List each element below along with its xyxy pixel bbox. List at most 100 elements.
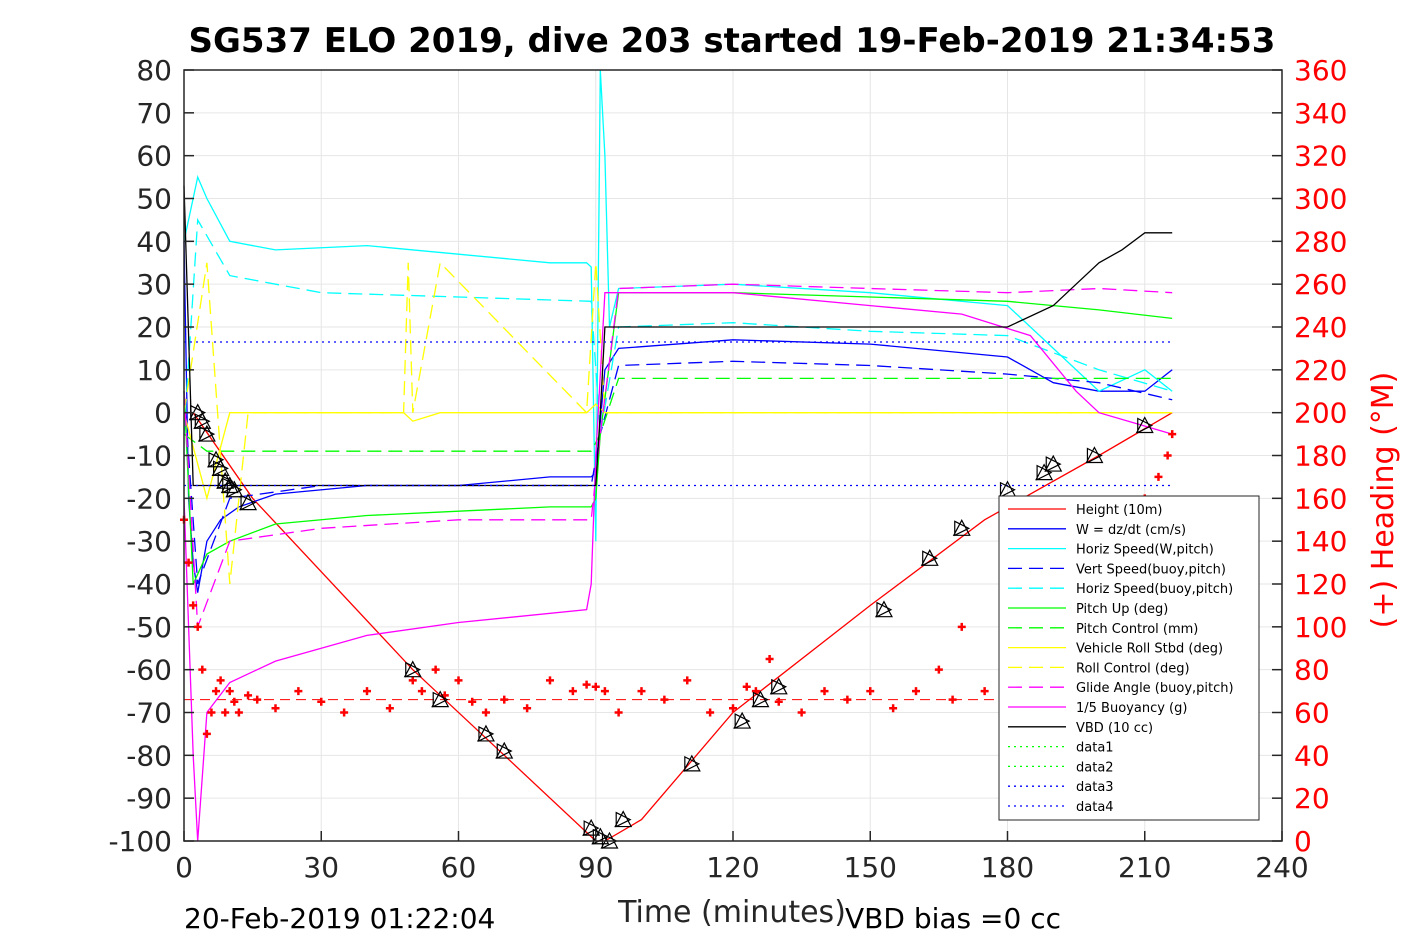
y2-tick-label: 100	[1294, 611, 1347, 644]
y2-tick-label: 300	[1294, 183, 1347, 216]
y2-tick-label: 320	[1294, 140, 1347, 173]
heading-point	[230, 697, 239, 706]
heading-point	[797, 708, 806, 717]
y-tick-label: -100	[108, 825, 172, 858]
triangle-marker	[216, 471, 235, 490]
triangle-marker	[769, 677, 788, 695]
series-line-pitch-control-mm	[183, 377, 1173, 452]
y-tick-label: -10	[126, 440, 172, 473]
y2-tick-label: 260	[1294, 268, 1347, 301]
heading-point	[189, 601, 198, 610]
x-tick-label: 0	[175, 851, 193, 884]
heading-point	[198, 665, 207, 674]
heading-point	[500, 695, 509, 704]
triangle-marker	[1135, 416, 1154, 434]
heading-point	[568, 687, 577, 696]
y-tick-label: 0	[154, 397, 172, 430]
y-tick-label: 30	[136, 268, 172, 301]
y-tick-label: 70	[136, 97, 172, 130]
heading-point	[193, 622, 202, 631]
heading-point	[244, 691, 253, 700]
y2-tick-label: 360	[1294, 54, 1347, 87]
y-tick-label: 40	[136, 225, 172, 258]
x-axis-label: Time (minutes)	[617, 895, 846, 930]
series-line-glide-angle-buoy-pitch	[183, 283, 1173, 628]
footer-timestamp: 20-Feb-2019 01:22:04	[184, 902, 495, 935]
heading-point	[843, 695, 852, 704]
x-tick-label: 180	[981, 851, 1034, 884]
y2-tick-label: 0	[1294, 825, 1312, 858]
heading-point	[294, 687, 303, 696]
legend-box	[998, 495, 1260, 821]
y-axis-right-ticks: 3603403203002802602402202001801601401201…	[1272, 54, 1347, 858]
y-axis-right-label: (+) Heading (°M)	[1366, 372, 1401, 629]
heading-point	[431, 665, 440, 674]
triangle-marker	[403, 660, 422, 678]
legend-label: W = dz/dt (cm/s)	[1076, 523, 1186, 538]
heading-point	[957, 622, 966, 631]
heading-point	[417, 687, 426, 696]
y-tick-label: -20	[126, 482, 172, 515]
heading-point	[216, 676, 225, 685]
heading-point	[523, 704, 532, 713]
y-tick-label: -90	[126, 782, 172, 815]
heading-point	[637, 687, 646, 696]
heading-point	[468, 697, 477, 706]
heading-point	[600, 687, 609, 696]
heading-point	[948, 695, 957, 704]
series-line-w-dz-dt-cm-s	[183, 241, 1173, 593]
heading-point	[221, 708, 230, 717]
heading-point	[1168, 430, 1177, 439]
chart-title: SG537 ELO 2019, dive 203 started 19-Feb-…	[189, 21, 1276, 61]
x-axis-ticks: 0 30 60 90 120 150 180 210 240	[175, 831, 1309, 884]
y-tick-label: -50	[126, 611, 172, 644]
legend: Height (10m) W = dz/dt (cm/s) Horiz Speed(…	[998, 495, 1260, 821]
triangle-marker	[1044, 454, 1063, 473]
heading-point	[934, 665, 943, 674]
triangle-marker	[197, 424, 216, 443]
heading-point	[253, 695, 262, 704]
y2-tick-label: 140	[1294, 525, 1347, 558]
triangle-marker	[476, 724, 495, 742]
triangle-marker	[207, 450, 226, 468]
y2-tick-label: 80	[1294, 654, 1330, 687]
y2-tick-label: 280	[1294, 225, 1347, 258]
triangle-marker	[920, 549, 939, 567]
heading-point	[385, 704, 394, 713]
y2-tick-label: 180	[1294, 440, 1347, 473]
heading-point	[184, 558, 193, 567]
y-tick-label: 50	[136, 183, 172, 216]
y2-tick-label: 160	[1294, 482, 1347, 515]
heading-point	[820, 687, 829, 696]
triangle-marker	[1035, 463, 1054, 481]
legend-label: data2	[1076, 760, 1114, 775]
heading-point	[889, 704, 898, 713]
heading-point	[866, 687, 875, 696]
y2-tick-label: 40	[1294, 739, 1330, 772]
y-tick-label: -70	[126, 697, 172, 730]
triangle-marker	[952, 519, 971, 537]
heading-point	[706, 708, 715, 717]
heading-point	[408, 676, 417, 685]
x-tick-label: 90	[578, 851, 614, 884]
legend-label: VBD (10 cc)	[1076, 721, 1153, 736]
series-line-pitch-up-deg	[183, 292, 1173, 585]
heading-point	[1163, 451, 1172, 460]
y-tick-label: -60	[126, 654, 172, 687]
heading-point	[340, 708, 349, 717]
heading-point	[683, 676, 692, 685]
y-tick-label: 10	[136, 354, 172, 387]
triangle-marker	[431, 690, 450, 708]
series-layer	[180, 69, 1177, 849]
triangle-marker	[874, 600, 893, 618]
legend-label: data3	[1076, 780, 1114, 795]
legend-label: Pitch Control (mm)	[1076, 622, 1198, 637]
triangle-marker	[495, 741, 514, 760]
heading-point	[765, 654, 774, 663]
legend-label: Vert Speed(buoy,pitch)	[1076, 562, 1226, 577]
series-line-roll-control-deg	[183, 261, 1173, 585]
y-tick-label: 60	[136, 140, 172, 173]
y-tick-label: -30	[126, 525, 172, 558]
heading-point	[454, 676, 463, 685]
triangle-marker	[220, 476, 239, 494]
